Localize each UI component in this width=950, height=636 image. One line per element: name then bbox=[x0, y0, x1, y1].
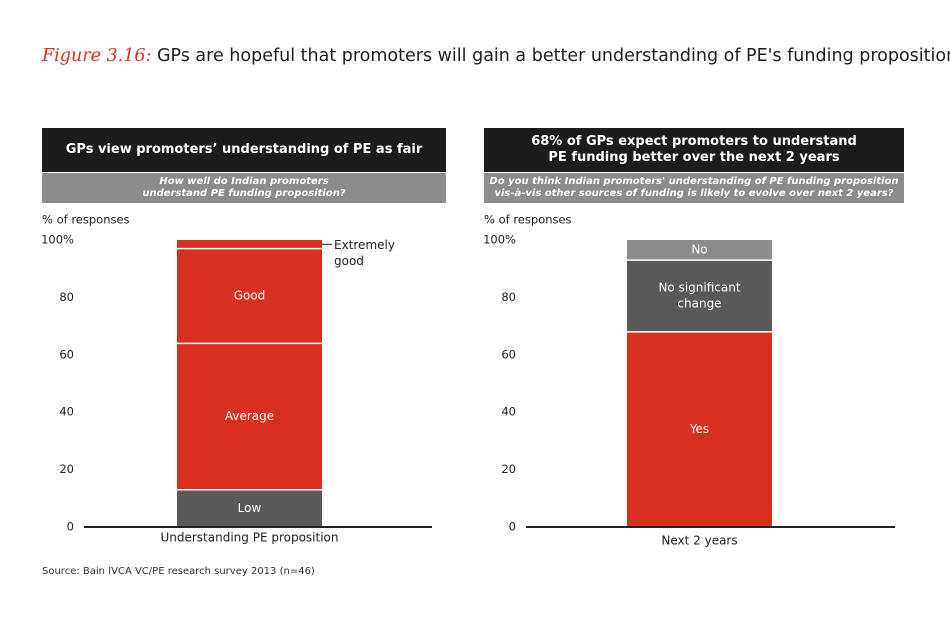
left-question-line-2: understand PE funding proposition? bbox=[142, 188, 346, 199]
left-bar-segment bbox=[177, 343, 322, 490]
left-panel-header: GPs view promoters’ understanding of PE … bbox=[42, 128, 446, 172]
right-ytick-label: 80 bbox=[501, 290, 516, 304]
right-segment-label: Yes bbox=[689, 422, 709, 436]
right-panel-question: Do you think Indian promoters' understan… bbox=[484, 173, 904, 203]
left-segment-label: Low bbox=[238, 501, 262, 515]
left-ytick-label: 100% bbox=[41, 233, 74, 247]
right-header-line-2: PE funding better over the next 2 years bbox=[548, 150, 840, 165]
left-panel-header-text: GPs view promoters’ understanding of PE … bbox=[65, 142, 423, 157]
right-category-label: Next 2 years bbox=[661, 534, 737, 548]
right-ytick-label: 100% bbox=[483, 233, 516, 247]
left-ytick-label: 20 bbox=[59, 462, 74, 476]
right-question-line-2: vis-à-vis other sources of funding is li… bbox=[494, 188, 894, 199]
right-bar-segment bbox=[627, 240, 772, 261]
right-segment-label: No bbox=[691, 243, 707, 257]
right-panel-header: 68% of GPs expect promoters to understan… bbox=[484, 128, 904, 172]
left-segment-label: Good bbox=[234, 288, 266, 302]
left-ytick-label: 40 bbox=[59, 405, 74, 419]
right-ytick-label: 0 bbox=[509, 520, 516, 534]
left-ytick-label: 60 bbox=[59, 347, 74, 361]
source-note: Source: Bain IVCA VC/PE research survey … bbox=[42, 566, 315, 577]
right-ytick-label: 60 bbox=[501, 347, 516, 361]
left-callout-label: good bbox=[334, 254, 364, 268]
figure-number: Figure 3.16: bbox=[42, 46, 152, 66]
right-bar-segment bbox=[627, 260, 772, 332]
left-ytick-label: 80 bbox=[59, 290, 74, 304]
right-segment-label: change bbox=[677, 296, 721, 310]
right-ylabel: % of responses bbox=[484, 213, 572, 227]
right-header-line-1: 68% of GPs expect promoters to understan… bbox=[531, 134, 857, 149]
left-bar-segment bbox=[177, 240, 322, 249]
left-ytick-label: 0 bbox=[67, 520, 74, 534]
figure-title: Figure 3.16: GPs are hopeful that promot… bbox=[42, 46, 950, 66]
left-question-line-1: How well do Indian promoters bbox=[159, 176, 329, 187]
left-segment-label: Average bbox=[225, 409, 274, 423]
right-bar-segment bbox=[627, 331, 772, 527]
right-question-line-1: Do you think Indian promoters' understan… bbox=[489, 176, 899, 187]
figure-title-text: GPs are hopeful that promoters will gain… bbox=[156, 46, 950, 66]
left-bar-segment bbox=[177, 489, 322, 527]
right-segment-label: No significant bbox=[658, 280, 740, 294]
left-panel-question: How well do Indian promoters understand … bbox=[42, 173, 446, 203]
right-ytick-label: 20 bbox=[501, 462, 516, 476]
left-ylabel: % of responses bbox=[42, 213, 130, 227]
right-ytick-label: 40 bbox=[501, 405, 516, 419]
left-callout-label: Extremely bbox=[334, 238, 395, 252]
left-category-label: Understanding PE proposition bbox=[160, 531, 338, 545]
left-bar-segment bbox=[177, 248, 322, 344]
